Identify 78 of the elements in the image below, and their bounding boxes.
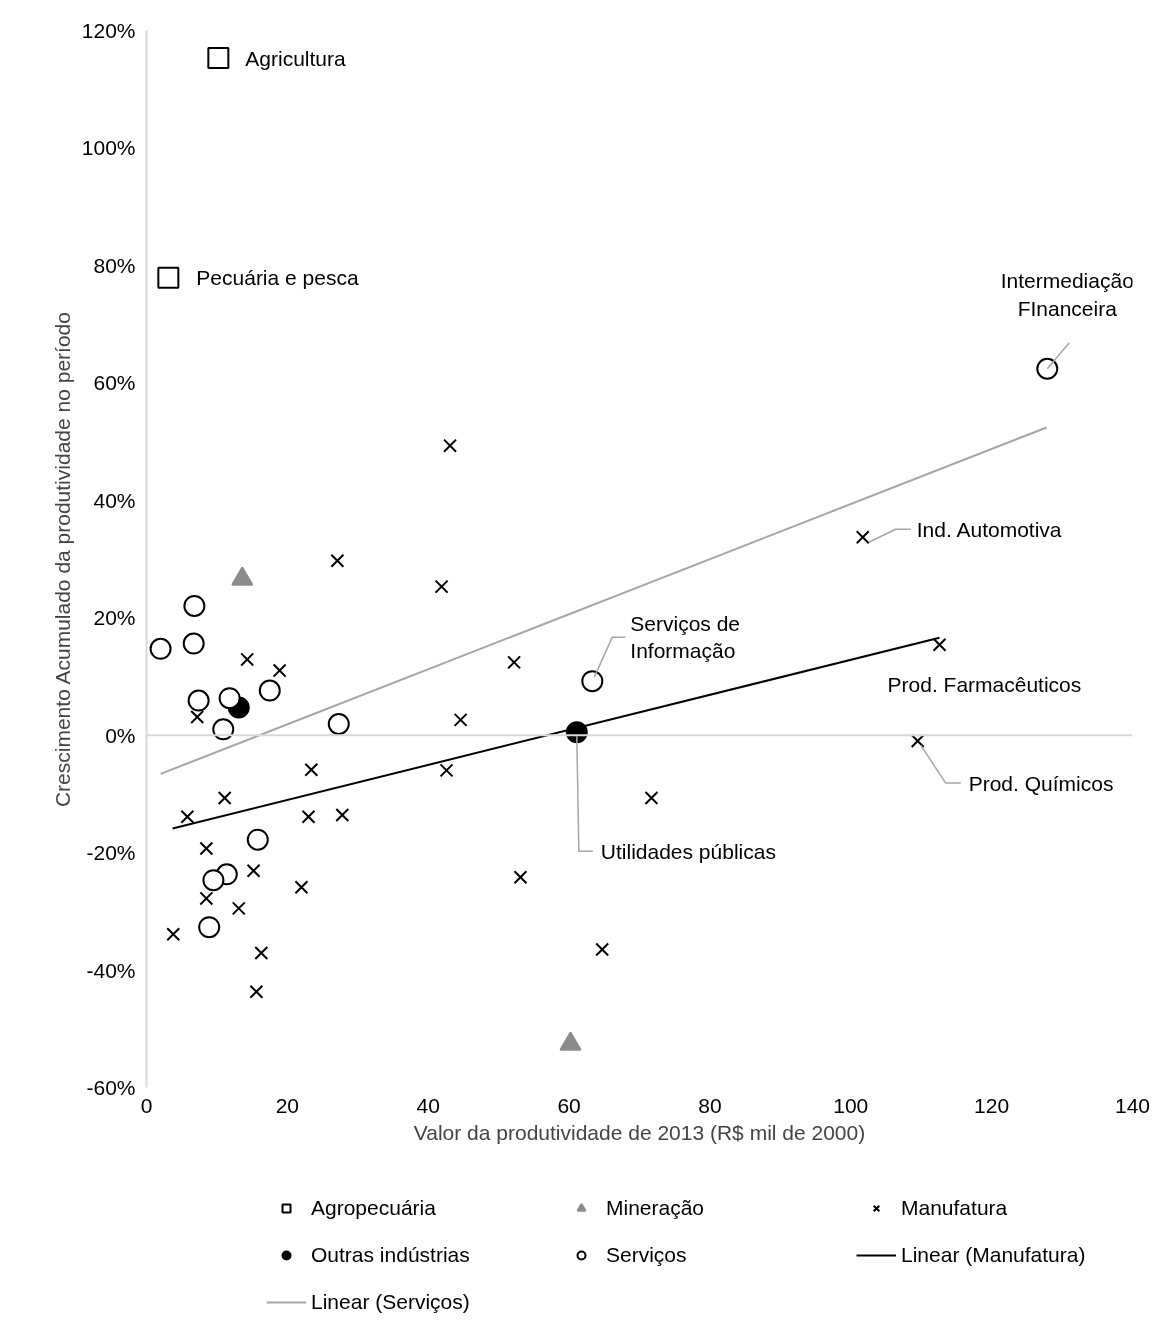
point: [581, 670, 604, 693]
point: [199, 891, 214, 906]
legend-label: Manufatura: [901, 1196, 1009, 1220]
legend-label: Mineração: [606, 1196, 706, 1220]
annotation: Prod. Farmacêuticos: [887, 673, 1082, 697]
point: [507, 655, 522, 670]
x-axis-title: Valor da produtividade de 2013 (R$ mil de 2000): [413, 1120, 866, 1144]
legend-label: Agropecuária: [311, 1196, 437, 1220]
annotation: Utilidades públicas: [600, 839, 776, 863]
y-tick-label: 0%: [105, 723, 136, 747]
point: [157, 266, 180, 289]
point: [218, 687, 241, 710]
x-tick-label: 80: [698, 1093, 722, 1117]
point: [335, 808, 350, 823]
y-tick-label: 60%: [93, 371, 136, 395]
x-tick-label: 120: [974, 1093, 1010, 1117]
annotation: Prod. Químicos: [968, 771, 1114, 795]
point: [595, 942, 610, 957]
point: [198, 916, 221, 939]
y-tick-label: -60%: [86, 1076, 136, 1099]
point: [443, 438, 458, 453]
point: [246, 863, 261, 878]
point: [231, 901, 246, 916]
annotation: Ind. Automotiva: [916, 517, 1062, 541]
point: [202, 869, 225, 892]
point: [439, 763, 454, 778]
point: [212, 718, 235, 741]
x-tick-label: 40: [416, 1093, 440, 1117]
point: [217, 790, 232, 806]
point: [166, 927, 181, 942]
x-tick-label: 20: [275, 1093, 300, 1117]
point: [301, 809, 316, 824]
point: [272, 663, 287, 678]
point: [246, 828, 269, 851]
annotation: Pecuária e pesca: [196, 266, 359, 290]
point: [149, 637, 172, 660]
point: [199, 841, 214, 856]
point: [207, 47, 230, 70]
point: [254, 946, 269, 961]
annotation: Agricultura: [245, 46, 347, 70]
point: [190, 709, 205, 724]
point: [330, 553, 345, 568]
x-tick-label: 60: [557, 1093, 581, 1117]
point: [180, 809, 195, 824]
x-tick-label: 0: [140, 1093, 153, 1117]
y-tick-label: 120%: [81, 19, 136, 42]
point: [294, 880, 309, 895]
y-tick-label: 80%: [93, 253, 136, 277]
point: [304, 762, 319, 777]
legend-label: Linear (Serviços): [311, 1290, 471, 1314]
point: [327, 713, 350, 735]
point: [183, 595, 206, 617]
point: [453, 712, 468, 727]
point: [249, 984, 264, 999]
x-tick-label: 100: [833, 1093, 869, 1117]
y-tick-label: -20%: [86, 841, 136, 865]
legend-label: Serviços: [606, 1243, 688, 1267]
point: [910, 734, 925, 749]
point: [1036, 357, 1059, 380]
point: [182, 632, 205, 655]
y-tick-label: 100%: [81, 136, 136, 160]
y-tick-label: 20%: [93, 606, 136, 630]
legend-label: Outras indústrias: [311, 1243, 471, 1267]
point: [240, 652, 255, 667]
point: [187, 689, 210, 712]
point: [513, 870, 528, 885]
point: [258, 679, 281, 702]
point: [932, 637, 947, 652]
legend-label: Linear (Manufatura): [901, 1243, 1087, 1267]
point: [434, 579, 449, 594]
y-tick-label: -40%: [86, 958, 136, 982]
y-axis-title: Crescimento Acumulado da produtividade no período: [50, 312, 74, 808]
point: [855, 530, 870, 545]
point: [644, 790, 659, 806]
annotation: Serviços de Informação: [630, 611, 741, 663]
y-tick-label: 40%: [93, 488, 136, 512]
x-tick-label: 140: [1114, 1093, 1151, 1117]
annotation: Intermediação FInanceira: [1000, 269, 1134, 320]
